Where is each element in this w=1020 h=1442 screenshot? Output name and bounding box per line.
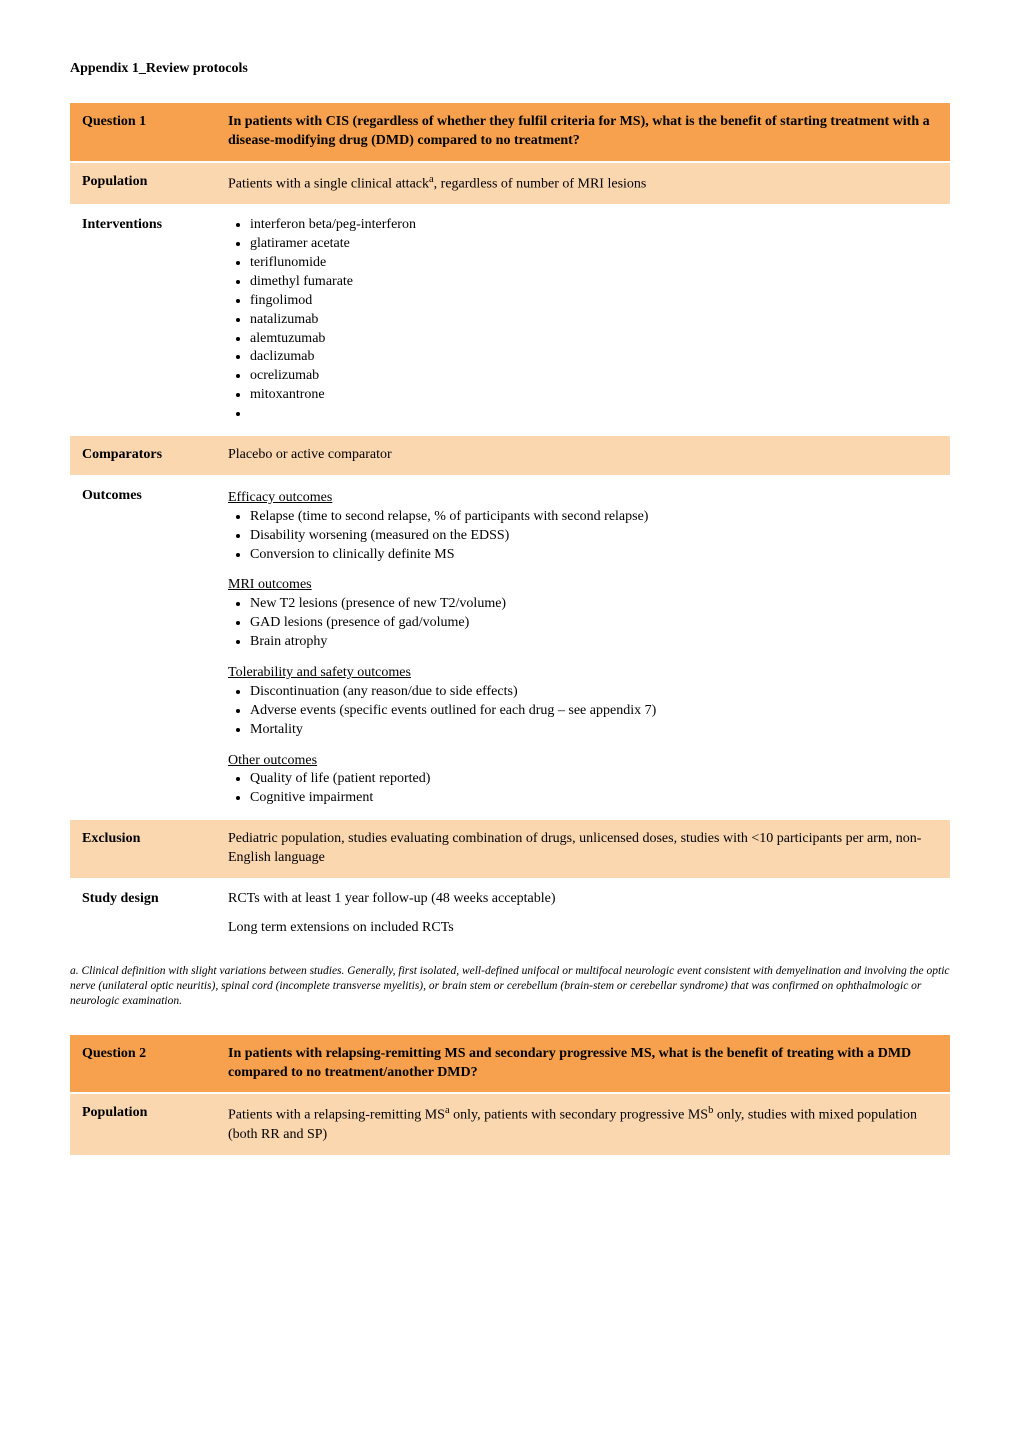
q1-outcomes-row: Outcomes Efficacy outcomes Relapse (time… xyxy=(70,477,950,818)
list-item: glatiramer acetate xyxy=(250,235,938,254)
q2-pop-pre: Patients with a relapsing-remitting MS xyxy=(228,1108,445,1123)
study-text-1: RCTs with at least 1 year follow-up (48 … xyxy=(228,890,938,909)
list-item: Conversion to clinically definite MS xyxy=(250,546,938,565)
q1-population-row: Population Patients with a single clinic… xyxy=(70,163,950,205)
list-item: Relapse (time to second relapse, % of pa… xyxy=(250,508,938,527)
list-item: Quality of life (patient reported) xyxy=(250,770,938,789)
q2-population-text: Patients with a relapsing-remitting MSa … xyxy=(216,1094,950,1154)
study-text-2: Long term extensions on included RCTs xyxy=(228,919,938,938)
q1-label: Question 1 xyxy=(70,103,216,161)
comparators-text: Placebo or active comparator xyxy=(216,436,950,475)
q1-exclusion-row: Exclusion Pediatric population, studies … xyxy=(70,820,950,878)
q1-comparators-row: Comparators Placebo or active comparator xyxy=(70,436,950,475)
list-item: daclizumab xyxy=(250,348,938,367)
list-item: Adverse events (specific events outlined… xyxy=(250,702,938,721)
study-design-label: Study design xyxy=(70,880,216,948)
list-item: New T2 lesions (presence of new T2/volum… xyxy=(250,595,938,614)
exclusion-text: Pediatric population, studies evaluating… xyxy=(216,820,950,878)
list-item: ocrelizumab xyxy=(250,367,938,386)
q2-population-label: Population xyxy=(70,1094,216,1154)
interventions-cell: interferon beta/peg-interferon glatirame… xyxy=(216,206,950,434)
list-item: Cognitive impairment xyxy=(250,789,938,808)
tolerability-list: Discontinuation (any reason/due to side … xyxy=(228,683,938,740)
list-item: Brain atrophy xyxy=(250,633,938,652)
q1-header-row: Question 1 In patients with CIS (regardl… xyxy=(70,103,950,161)
list-item: natalizumab xyxy=(250,311,938,330)
other-list: Quality of life (patient reported) Cogni… xyxy=(228,770,938,808)
list-item-empty xyxy=(250,405,938,424)
q2-pop-mid: only, patients with secondary progressiv… xyxy=(450,1108,708,1123)
q2-label: Question 2 xyxy=(70,1035,216,1093)
population-text-pre: Patients with a single clinical attack xyxy=(228,176,429,191)
study-design-text: RCTs with at least 1 year follow-up (48 … xyxy=(216,880,950,948)
list-item: GAD lesions (presence of gad/volume) xyxy=(250,614,938,633)
list-item: interferon beta/peg-interferon xyxy=(250,216,938,235)
list-item: alemtuzumab xyxy=(250,330,938,349)
population-text-tail: , regardless of number of MRI lesions xyxy=(434,176,647,191)
mri-list: New T2 lesions (presence of new T2/volum… xyxy=(228,595,938,652)
q2-population-row: Population Patients with a relapsing-rem… xyxy=(70,1094,950,1154)
list-item: mitoxantrone xyxy=(250,386,938,405)
comparators-label: Comparators xyxy=(70,436,216,475)
q2-header-row: Question 2 In patients with relapsing-re… xyxy=(70,1035,950,1093)
other-heading: Other outcomes xyxy=(228,752,317,771)
q1-text: In patients with CIS (regardless of whet… xyxy=(216,103,950,161)
list-item: Discontinuation (any reason/due to side … xyxy=(250,683,938,702)
q1-interventions-row: Interventions interferon beta/peg-interf… xyxy=(70,206,950,434)
interventions-list: interferon beta/peg-interferon glatirame… xyxy=(228,216,938,424)
exclusion-label: Exclusion xyxy=(70,820,216,878)
outcomes-label: Outcomes xyxy=(70,477,216,818)
efficacy-heading: Efficacy outcomes xyxy=(228,489,332,508)
population-text: Patients with a single clinical attacka,… xyxy=(216,163,950,205)
list-item: Mortality xyxy=(250,721,938,740)
efficacy-list: Relapse (time to second relapse, % of pa… xyxy=(228,508,938,565)
population-label: Population xyxy=(70,163,216,205)
list-item: dimethyl fumarate xyxy=(250,273,938,292)
question-2-table: Question 2 In patients with relapsing-re… xyxy=(70,1033,950,1157)
list-item: teriflunomide xyxy=(250,254,938,273)
footnote-a: a. Clinical definition with slight varia… xyxy=(70,964,950,1009)
question-1-table: Question 1 In patients with CIS (regardl… xyxy=(70,101,950,950)
tolerability-heading: Tolerability and safety outcomes xyxy=(228,664,411,683)
mri-heading: MRI outcomes xyxy=(228,576,312,595)
page-title: Appendix 1_Review protocols xyxy=(70,60,950,79)
q1-study-row: Study design RCTs with at least 1 year f… xyxy=(70,880,950,948)
outcomes-cell: Efficacy outcomes Relapse (time to secon… xyxy=(216,477,950,818)
list-item: fingolimod xyxy=(250,292,938,311)
q2-text: In patients with relapsing-remitting MS … xyxy=(216,1035,950,1093)
interventions-label: Interventions xyxy=(70,206,216,434)
list-item: Disability worsening (measured on the ED… xyxy=(250,527,938,546)
